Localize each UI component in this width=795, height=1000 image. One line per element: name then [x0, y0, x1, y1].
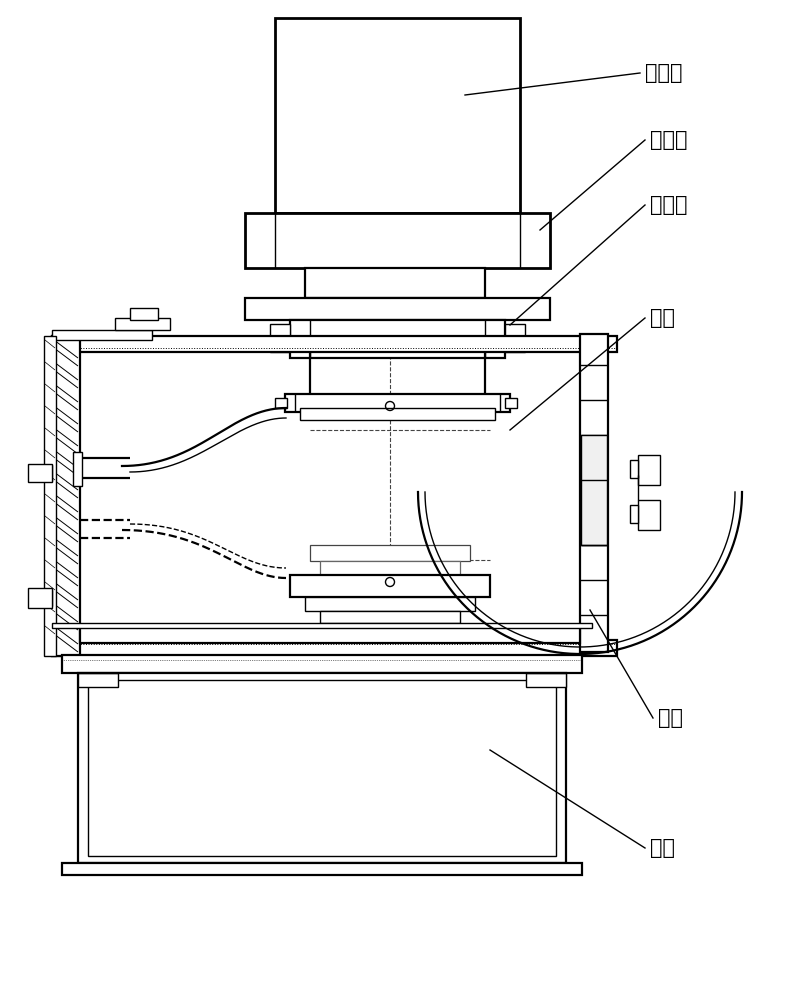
- Bar: [36, 590, 52, 606]
- Text: 模具: 模具: [650, 308, 675, 328]
- Bar: [52, 640, 617, 656]
- Text: 炉体: 炉体: [658, 708, 683, 728]
- Bar: [73, 452, 82, 486]
- Bar: [638, 500, 660, 530]
- Bar: [130, 308, 158, 320]
- Bar: [78, 673, 118, 687]
- Bar: [320, 611, 460, 623]
- Bar: [305, 597, 475, 611]
- Bar: [52, 623, 592, 628]
- Bar: [52, 336, 80, 656]
- Text: 底座: 底座: [650, 838, 675, 858]
- Bar: [305, 268, 485, 298]
- Bar: [638, 455, 660, 485]
- Bar: [290, 320, 505, 358]
- Bar: [52, 336, 617, 352]
- Bar: [581, 435, 607, 545]
- Bar: [245, 213, 550, 268]
- Bar: [80, 625, 580, 643]
- Bar: [290, 575, 490, 597]
- Text: 油压缸: 油压缸: [645, 63, 682, 83]
- Bar: [44, 336, 56, 656]
- Bar: [505, 398, 517, 408]
- Bar: [36, 465, 52, 481]
- Bar: [88, 680, 556, 856]
- Bar: [28, 464, 52, 482]
- Bar: [285, 394, 510, 412]
- Bar: [245, 298, 550, 320]
- Bar: [310, 545, 470, 561]
- Bar: [62, 863, 582, 875]
- Bar: [505, 324, 525, 352]
- Bar: [630, 460, 638, 478]
- Bar: [78, 673, 566, 863]
- Bar: [275, 398, 287, 408]
- Bar: [28, 588, 52, 608]
- Bar: [275, 18, 520, 213]
- Text: 热电极: 热电极: [650, 195, 688, 215]
- Bar: [62, 655, 582, 673]
- Bar: [270, 324, 290, 352]
- Bar: [580, 334, 608, 652]
- Bar: [526, 673, 566, 687]
- Text: 活塞杆: 活塞杆: [650, 130, 688, 150]
- Bar: [300, 408, 495, 420]
- Bar: [320, 561, 460, 575]
- Bar: [115, 318, 170, 330]
- Bar: [52, 330, 152, 340]
- Bar: [630, 505, 638, 523]
